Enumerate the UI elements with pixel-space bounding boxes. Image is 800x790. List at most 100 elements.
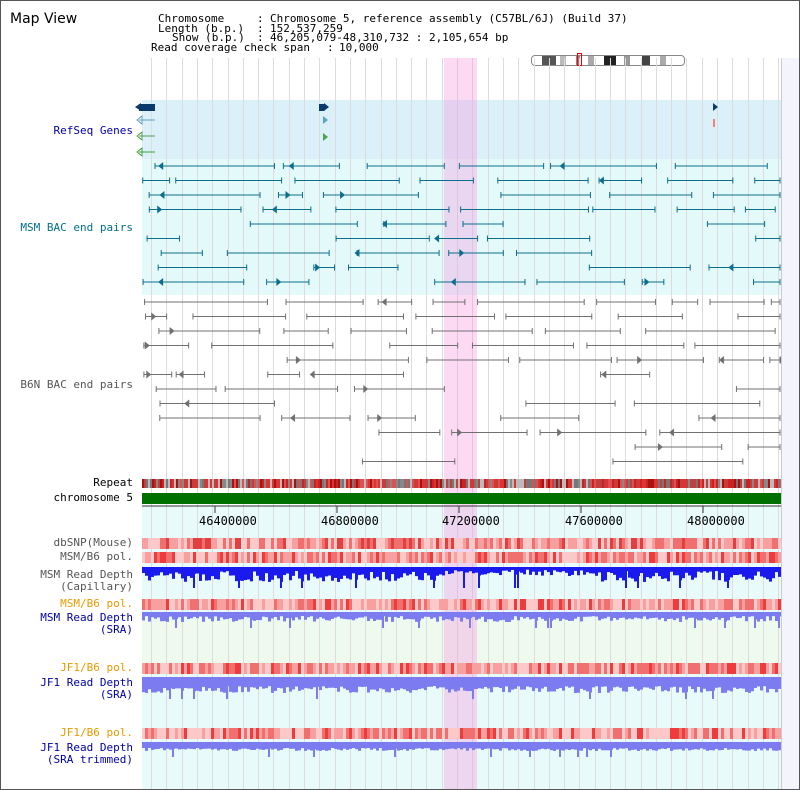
grid-line <box>579 58 580 789</box>
jf1-sra-depth-bar <box>334 677 337 689</box>
track-label-jf1-depth-sra-1[interactable]: JF1 Read Depth <box>40 676 133 689</box>
grid-line <box>243 58 244 789</box>
jf1-b6-pol-heat-cell <box>616 663 619 674</box>
grid-line <box>411 58 412 789</box>
jf1-trim-depth-bar <box>706 742 709 751</box>
track-label-msm-bac[interactable]: MSM BAC end pairs <box>20 221 133 234</box>
jf1-b6-pol-heat-cell <box>673 663 676 674</box>
track-label-jf1-b6-pol-1[interactable]: JF1/B6 pol. <box>60 661 133 674</box>
msm-b6-pol-heat-cell <box>211 552 214 563</box>
msm-capillary-depth-bar <box>346 567 349 579</box>
jf1-trim-depth-bar <box>592 742 595 750</box>
msm-b6-pol-sra-heat-cell <box>358 599 361 610</box>
jf1-b6-pol-trim-heat-cell <box>325 728 328 739</box>
dbsnp-heat-cell <box>640 538 643 549</box>
track-label-b6n-bac[interactable]: B6N BAC end pairs <box>20 378 133 391</box>
jf1-sra-depth-bar <box>607 677 610 693</box>
jf1-sra-depth-bar <box>601 677 604 687</box>
jf1-b6-pol-heat-cell <box>712 663 715 674</box>
jf1-b6-pol-trim-heat-cell <box>754 728 757 739</box>
msm-sra-depth-bar <box>712 612 715 619</box>
axis-tick-label: 46800000 <box>321 514 379 528</box>
repeat-element <box>574 479 576 488</box>
jf1-b6-pol-trim-heat-cell <box>190 728 193 739</box>
msm-b6-pol-heat-cell <box>760 552 763 563</box>
jf1-b6-pol-trim-heat-cell <box>268 728 271 739</box>
jf1-b6-pol-trim-heat-cell <box>388 728 391 739</box>
jf1-b6-pol-trim-heat-cell <box>301 728 304 739</box>
jf1-trim-depth-bar <box>676 742 679 750</box>
track-label-msm-b6-pol-2[interactable]: MSM/B6 pol. <box>60 597 133 610</box>
msm-b6-pol-sra-heat-cell <box>292 599 295 610</box>
jf1-sra-depth-bar <box>661 677 664 692</box>
msm-b6-pol-sra-heat-cell <box>406 599 409 610</box>
jf1-trim-depth-bar <box>625 742 628 749</box>
jf1-trim-depth-bar <box>346 742 349 750</box>
jf1-b6-pol-heat-cell <box>445 663 448 674</box>
repeat-element <box>686 479 688 488</box>
msm-capillary-depth-bar <box>532 567 535 572</box>
msm-sra-depth-bar <box>394 612 397 617</box>
dbsnp-heat-cell <box>691 538 694 549</box>
refseq-transcript-arrow <box>323 133 328 141</box>
jf1-b6-pol-trim-heat-cell <box>655 728 658 739</box>
repeat-element <box>490 479 492 488</box>
dbsnp-heat-cell <box>760 538 763 549</box>
repeat-element <box>508 479 510 488</box>
dbsnp-heat-cell <box>385 538 388 549</box>
msm-capillary-depth-bar-spike <box>679 567 681 588</box>
jf1-trim-depth-bar <box>595 742 598 751</box>
track-label-msm-depth-cap-1[interactable]: MSM Read Depth <box>40 568 133 581</box>
msm-b6-pol-sra-heat-cell <box>529 599 532 610</box>
grid-line <box>610 58 611 789</box>
jf1-b6-pol-heat-cell <box>385 663 388 674</box>
jf1-b6-pol-heat-cell <box>646 663 649 674</box>
track-label-msm-depth-sra-1[interactable]: MSM Read Depth <box>40 611 133 624</box>
jf1-sra-depth-bar <box>766 677 769 693</box>
vertical-scrollbar[interactable] <box>781 58 799 789</box>
msm-b6-pol-sra-heat-cell <box>460 599 463 610</box>
msm-b6-pol-sra-heat-cell <box>187 599 190 610</box>
msm-capillary-depth-bar <box>676 567 679 576</box>
msm-b6-pol-sra-heat-cell <box>640 599 643 610</box>
coverage-colon: : <box>327 41 334 54</box>
repeat-element <box>296 479 298 488</box>
jf1-sra-depth-bar <box>520 677 523 690</box>
repeat-element <box>324 479 326 488</box>
repeat-element <box>558 479 560 488</box>
msm-sra-depth-bar-spike <box>694 612 696 628</box>
jf1-b6-pol-trim-heat-cell <box>661 728 664 739</box>
jf1-b6-pol-heat-cell <box>301 663 304 674</box>
jf1-trim-depth-bar <box>583 742 586 749</box>
track-label-dbsnp[interactable]: dbSNP(Mouse) <box>53 536 133 549</box>
msm-capillary-depth-bar <box>616 567 619 581</box>
msm-b6-pol-sra-heat-cell <box>325 599 328 610</box>
dbsnp-heat-cell <box>511 538 514 549</box>
track-label-refseq[interactable]: RefSeq Genes <box>53 124 133 137</box>
dbsnp-heat-cell <box>490 538 493 549</box>
msm-b6-pol-heat-cell <box>601 552 604 563</box>
repeat-element <box>688 479 690 488</box>
dbsnp-heat-cell <box>580 538 583 549</box>
jf1-trim-depth-bar <box>604 742 607 751</box>
jf1-b6-pol-trim-heat-cell <box>241 728 244 739</box>
track-label-jf1-depth-trim-1[interactable]: JF1 Read Depth <box>40 741 133 754</box>
jf1-trim-depth-bar <box>400 742 403 751</box>
msm-sra-depth-bar-spike <box>535 612 537 628</box>
track-label-msm-b6-pol-1[interactable]: MSM/B6 pol. <box>60 550 133 563</box>
b6n-bac-pair-arrow <box>457 428 463 437</box>
track-label-repeat[interactable]: Repeat <box>93 476 133 489</box>
chromosome-bar[interactable] <box>142 493 781 504</box>
track-label-jf1-b6-pol-2[interactable]: JF1/B6 pol. <box>60 726 133 739</box>
jf1-b6-pol-trim-heat-cell <box>193 728 196 739</box>
msm-b6-pol-sra-heat-cell <box>712 599 715 610</box>
dbsnp-heat-cell <box>457 538 460 549</box>
track-label-chromosome[interactable]: chromosome 5 <box>53 491 133 504</box>
jf1-trim-depth-bar <box>454 742 457 750</box>
msm-sra-depth-bar <box>709 612 712 621</box>
repeat-element <box>422 479 424 488</box>
jf1-b6-pol-trim-heat-cell <box>622 728 625 739</box>
repeat-element <box>396 479 398 488</box>
msm-b6-pol-sra-heat-cell <box>409 599 412 610</box>
